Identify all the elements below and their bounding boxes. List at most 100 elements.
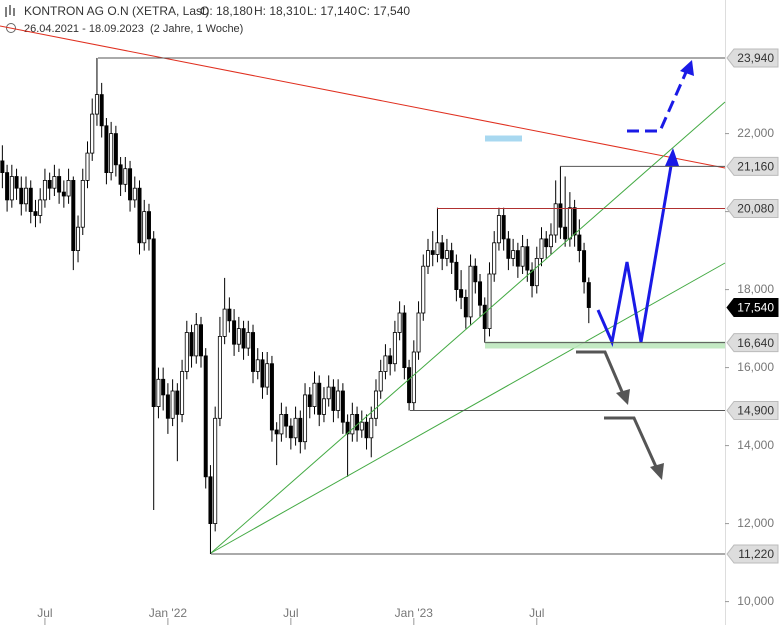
candle-body xyxy=(350,413,355,435)
candle-body xyxy=(492,242,497,275)
candle-body xyxy=(411,351,416,404)
candle-body xyxy=(444,250,449,259)
candle-body xyxy=(582,250,587,283)
candle-body xyxy=(14,176,19,189)
candle-body xyxy=(416,312,421,353)
candle-body xyxy=(373,390,378,419)
candle-body xyxy=(5,172,10,201)
candle-body xyxy=(468,265,473,318)
arrow-head xyxy=(616,389,630,405)
y-tick-label: 16,000 xyxy=(737,360,774,374)
level-badge xyxy=(726,298,779,318)
candle-body xyxy=(426,250,431,267)
header: KONTRON AG O.N (XETRA, Last) O: 18,180 H… xyxy=(5,4,410,35)
candle-body xyxy=(421,265,426,314)
candle-body xyxy=(388,355,393,365)
candle-body xyxy=(113,133,118,166)
support-trendline xyxy=(210,101,726,554)
arrow-head xyxy=(650,463,664,480)
candle-body xyxy=(203,355,208,478)
candle-body xyxy=(586,282,591,308)
candle-body xyxy=(293,417,298,439)
candle-body xyxy=(326,386,331,400)
candle-body xyxy=(482,304,487,330)
candle-body xyxy=(501,215,506,240)
candle-body xyxy=(61,191,66,197)
candle-body xyxy=(317,382,322,415)
scenario-arrow xyxy=(627,69,689,133)
candle-body xyxy=(511,250,516,259)
candle-body xyxy=(397,312,402,333)
candle-body xyxy=(506,238,511,259)
candle-body xyxy=(369,417,374,439)
chart-title: KONTRON AG O.N (XETRA, Last) xyxy=(24,4,209,18)
arrow-head xyxy=(665,148,679,166)
candle-body xyxy=(463,296,468,318)
candle-body xyxy=(473,265,478,283)
candle-body xyxy=(454,261,459,290)
y-tick-label: 12,000 xyxy=(737,516,774,530)
level-badge xyxy=(726,198,779,218)
candle-body xyxy=(378,371,383,392)
candle-body xyxy=(520,246,525,267)
candle-body xyxy=(52,176,57,189)
resistance-trendline xyxy=(0,25,726,169)
y-tick-label: 18,000 xyxy=(737,282,774,296)
marker-bar xyxy=(485,135,522,142)
support-zone xyxy=(485,341,725,349)
candle-body xyxy=(57,176,62,193)
level-label: 11,220 xyxy=(738,547,774,561)
candle-body xyxy=(208,476,213,524)
candle-body xyxy=(430,250,435,255)
candle-body xyxy=(71,179,76,251)
candle-body xyxy=(128,168,133,201)
plot-area: 10,00012,00014,00016,00018,00020,00022,0… xyxy=(0,57,774,625)
candle-body xyxy=(38,199,43,216)
candle-body xyxy=(9,176,14,201)
candle-body xyxy=(137,187,142,244)
candle-body xyxy=(161,378,166,396)
candle-body xyxy=(142,211,147,244)
level-label: 16,640 xyxy=(737,336,774,350)
y-tick-label: 14,000 xyxy=(737,438,774,452)
candle-body xyxy=(553,203,558,236)
levels: 23,940 21,160 20,080 17,540 16,640 14,900 11,2… xyxy=(98,48,779,564)
candle-body xyxy=(288,425,293,439)
ohlc-low: L: 17,140 xyxy=(307,4,357,18)
candle-body xyxy=(392,332,397,365)
y-tick-label: 22,000 xyxy=(737,126,774,140)
candle-body xyxy=(459,289,464,298)
x-tick-label: Jul xyxy=(37,606,52,620)
candle-body xyxy=(90,113,95,154)
level-label: 20,080 xyxy=(737,202,774,216)
chart-icon xyxy=(5,5,15,17)
candle-body xyxy=(383,355,388,372)
candle-body xyxy=(563,226,568,240)
candle-body xyxy=(123,168,128,185)
candle-body xyxy=(440,242,445,259)
candle-body xyxy=(279,413,284,435)
candle-body xyxy=(567,207,572,240)
candle-body xyxy=(236,328,241,345)
candle-body xyxy=(525,246,530,271)
candle-body xyxy=(530,269,535,287)
x-tick-label: Jan '23 xyxy=(395,606,434,620)
level-badge xyxy=(726,333,779,353)
candle-body xyxy=(274,429,279,435)
candle-body xyxy=(307,394,312,407)
candle-body xyxy=(515,250,520,267)
candle-body xyxy=(109,133,114,174)
candle-body xyxy=(42,179,47,201)
candle-body xyxy=(402,312,407,368)
candle-body xyxy=(156,378,161,407)
candle-body xyxy=(99,94,104,127)
candle-body xyxy=(487,273,492,329)
x-tick-label: Jan '22 xyxy=(149,606,188,620)
candle-body xyxy=(269,363,274,431)
candle-body xyxy=(364,421,369,439)
candle-body xyxy=(359,421,364,431)
candle-body xyxy=(331,386,336,411)
clock-icon xyxy=(6,23,16,33)
